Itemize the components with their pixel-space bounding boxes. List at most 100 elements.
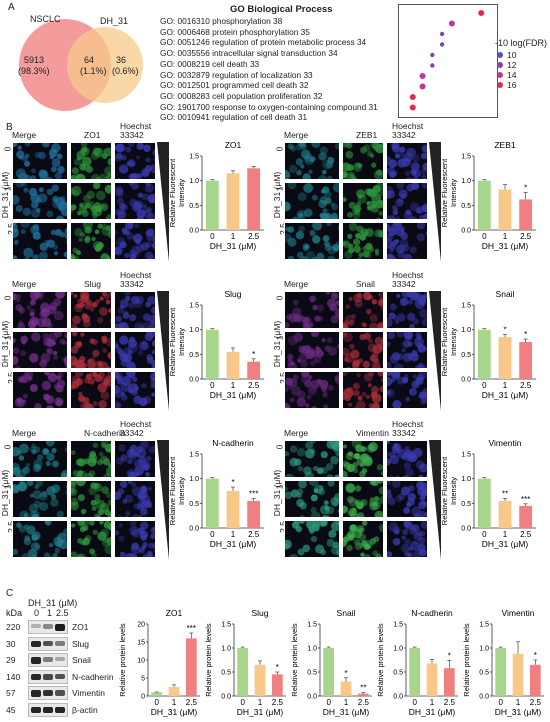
y-tick-label: 0 bbox=[141, 694, 145, 701]
y-axis-label: Relative Fluorescent bbox=[440, 456, 449, 525]
go-term: GO: 0035556 intracellular signal transdu… bbox=[160, 48, 338, 59]
y-axis-label: Relative Fluorescent bbox=[168, 158, 177, 227]
x-axis-label: DH_31 (μM) bbox=[210, 539, 257, 549]
microscopy-image bbox=[386, 182, 428, 220]
blot-band bbox=[31, 706, 41, 714]
microscopy-image bbox=[342, 222, 384, 260]
significance-label: *** bbox=[521, 495, 530, 504]
bar bbox=[495, 648, 507, 696]
go-dot-plot-svg bbox=[409, 10, 485, 111]
chart-title: ZO1 bbox=[225, 140, 242, 150]
microscopy-image bbox=[114, 222, 156, 260]
x-tick-label: 2.5 bbox=[248, 381, 260, 390]
microscopy-image bbox=[12, 182, 68, 220]
go-term: GO: 1901700 response to oxygen-containin… bbox=[160, 101, 378, 112]
y-tick-label: 1.5 bbox=[393, 622, 403, 629]
microscopy-image bbox=[386, 142, 428, 180]
blot-band bbox=[55, 706, 65, 714]
x-axis-label: DH_31 (μM) bbox=[237, 707, 284, 717]
microscopy-image bbox=[12, 520, 68, 558]
bar bbox=[247, 500, 261, 528]
blot-band bbox=[43, 706, 53, 714]
bar-chart-B-Ncad: N-cadherin 0.0 0.5 1.0 1.5 0 * 1 *** 2.5DH_31 (μM… bbox=[168, 438, 264, 549]
go-dot bbox=[409, 94, 416, 100]
y-tick-label: 1.5 bbox=[189, 452, 199, 459]
fdr-legend-dot bbox=[497, 62, 503, 68]
x-tick-label: 0 bbox=[326, 698, 331, 707]
col-merge-label: Merge bbox=[284, 428, 309, 438]
microscopy-image bbox=[12, 291, 68, 329]
dose-gradient-triangle bbox=[429, 291, 441, 411]
row-axis-label: DH_31 (μM) bbox=[0, 469, 11, 517]
x-tick-label: 1 bbox=[231, 381, 236, 390]
x-tick-label: 1 bbox=[503, 381, 508, 390]
bar bbox=[226, 491, 240, 528]
row-axis-label: DH_31 (μM) bbox=[272, 171, 283, 219]
microscopy-image bbox=[284, 291, 340, 329]
x-tick-label: 2.5 bbox=[520, 530, 532, 539]
fdr-legend-item: 10 bbox=[497, 50, 537, 60]
venn-right-count: 36 bbox=[116, 55, 127, 65]
bar bbox=[477, 180, 491, 230]
x-tick-label: 0 bbox=[210, 381, 215, 390]
x-tick-label: 0 bbox=[210, 530, 215, 539]
y-axis-label: Relative protein levels bbox=[204, 623, 213, 697]
significance-label: * bbox=[231, 478, 234, 487]
blot-band bbox=[43, 624, 53, 629]
fdr-legend-title: -10 log(FDR) bbox=[495, 38, 548, 48]
microscopy-image bbox=[114, 291, 156, 329]
panel-c-letter: C bbox=[6, 588, 14, 599]
y-tick-label: 0.0 bbox=[189, 228, 199, 235]
x-axis-label: DH_31 (μM) bbox=[482, 539, 529, 549]
go-dot bbox=[448, 20, 455, 27]
y-tick-label: 0.5 bbox=[461, 203, 471, 210]
y-tick-label: 10 bbox=[137, 658, 145, 665]
y-axis-label: Intensity bbox=[177, 179, 186, 207]
y-tick-label: 1.5 bbox=[461, 154, 471, 161]
fdr-legend-label: 14 bbox=[507, 70, 517, 80]
col-merge-label: Merge bbox=[12, 279, 37, 289]
chart-title: Vimentin bbox=[489, 438, 522, 448]
go-dot bbox=[430, 52, 435, 58]
dose-gradient-triangle bbox=[429, 142, 441, 262]
bar bbox=[237, 648, 249, 696]
dose-label: 0 bbox=[274, 146, 285, 152]
y-axis-label: Relative protein levels bbox=[376, 623, 385, 697]
panel-b-letter: B bbox=[6, 122, 13, 133]
x-axis-label: DH_31 (μM) bbox=[409, 707, 456, 717]
microscopy-image bbox=[114, 182, 156, 220]
microscopy-image bbox=[12, 142, 68, 180]
venn-overlap-count: 64 bbox=[84, 55, 95, 65]
bar-chart-C-Vim: Vimentin 0.0 0.5 1.0 1.5 0 1 * 2.5DH_31 (μM) Rela… bbox=[462, 608, 544, 717]
x-tick-label: 2.5 bbox=[520, 232, 532, 241]
fdr-legend-item: 14 bbox=[497, 70, 537, 80]
x-tick-label: 2.5 bbox=[520, 381, 532, 390]
microscopy-image bbox=[342, 480, 384, 518]
bar bbox=[498, 337, 512, 379]
x-tick-label: 1 bbox=[516, 698, 521, 707]
microscopy-image bbox=[342, 520, 384, 558]
venn-left-label: NSCLC bbox=[30, 14, 61, 24]
bar-chart-B-Slug: Slug 0.0 0.5 1.0 1.5 0 1 * 2.5DH_31 (μM) Relative… bbox=[168, 289, 264, 400]
row-axis-label: DH_31 (μM) bbox=[272, 469, 283, 517]
blot-kda: 220 bbox=[6, 622, 21, 632]
bar-chart-B-ZO1: ZO1 0.0 0.5 1.0 1.5 0 1 2.5DH_31 (μM) Relative F… bbox=[168, 140, 264, 251]
col-hoechst-label: Hoechst 33342 bbox=[120, 270, 152, 289]
chart-title: N-cadherin bbox=[411, 608, 453, 618]
y-tick-label: 1.5 bbox=[307, 622, 317, 629]
blot-band bbox=[55, 640, 65, 646]
venn-left-count: 5913 bbox=[24, 55, 45, 65]
blot-kda: 45 bbox=[6, 704, 16, 715]
fdr-legend-dot bbox=[497, 52, 503, 58]
bar bbox=[226, 173, 240, 230]
x-tick-label: 2.5 bbox=[272, 698, 284, 707]
x-tick-label: 2.5 bbox=[186, 698, 198, 707]
microscopy-image bbox=[70, 142, 112, 180]
blot-band bbox=[31, 690, 41, 697]
y-axis-label: Relative protein levels bbox=[462, 623, 471, 697]
x-tick-label: 2.5 bbox=[248, 232, 260, 241]
microscopy-image bbox=[342, 440, 384, 478]
microscopy-image bbox=[386, 480, 428, 518]
microscopy-image bbox=[12, 331, 68, 369]
kda-label: kDa bbox=[6, 608, 23, 618]
